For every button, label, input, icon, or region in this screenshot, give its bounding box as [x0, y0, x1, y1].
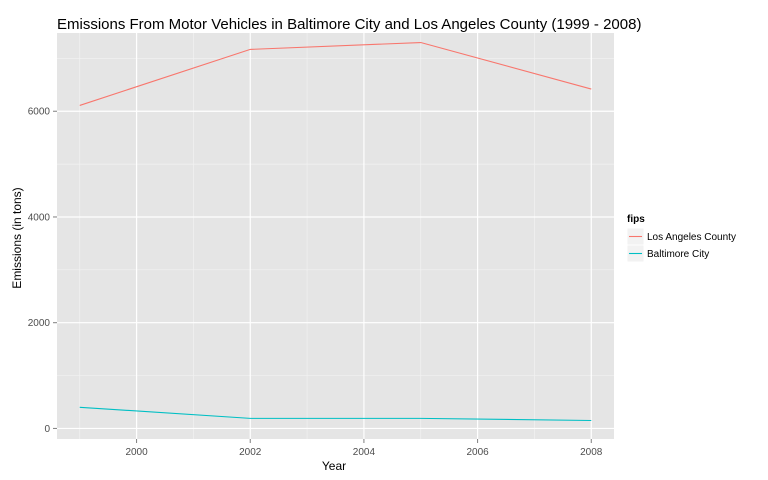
x-tick-label: 2004: [353, 447, 376, 458]
grid-minor: [57, 33, 614, 439]
y-axis-ticks: 0 2000 4000 6000: [28, 107, 57, 435]
y-tick-label: 2000: [28, 318, 51, 329]
x-axis-ticks: 2000 2002 2004 2006 2008: [125, 439, 603, 458]
legend: fips Los Angeles County Baltimore City: [626, 214, 736, 263]
legend-label-1: Baltimore City: [647, 249, 709, 260]
series-line-1: [79, 406, 592, 422]
series-line-0: [79, 41, 592, 106]
legend-title: fips: [627, 214, 645, 225]
chart-title: Emissions From Motor Vehicles in Baltimo…: [57, 16, 641, 33]
x-tick-label: 2006: [466, 447, 489, 458]
x-axis-title: Year: [322, 459, 346, 473]
y-tick-label: 4000: [28, 212, 51, 223]
legend-label-0: Los Angeles County: [647, 232, 736, 243]
y-tick-label: 6000: [28, 107, 51, 118]
legend-items: Los Angeles County Baltimore City: [626, 227, 736, 263]
x-tick-label: 2000: [125, 447, 148, 458]
series-layer: [79, 41, 592, 422]
grid-major: [57, 33, 614, 439]
y-tick-label: 0: [44, 424, 50, 435]
x-tick-label: 2002: [239, 447, 262, 458]
x-tick-label: 2008: [580, 447, 603, 458]
plot-panel: [57, 33, 614, 439]
y-axis-title: Emissions (in tons): [10, 187, 24, 288]
